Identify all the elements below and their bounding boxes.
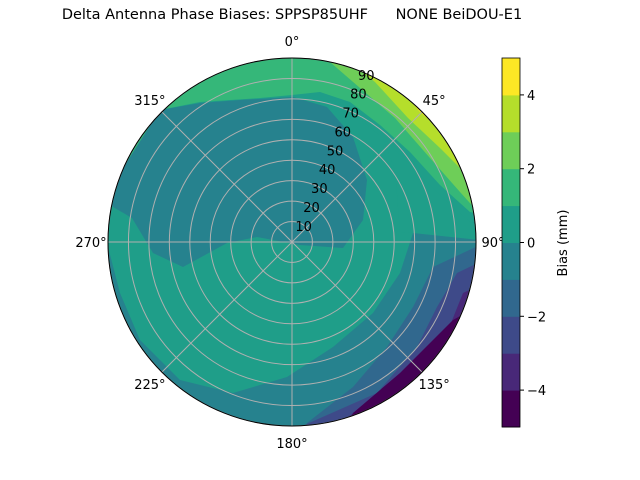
colorbar-label: Bias (mm) [556, 210, 571, 277]
angular-gridline [291, 241, 423, 373]
radial-tick-label: 90 [358, 69, 375, 84]
colorbar-bin [502, 58, 520, 96]
angular-tick-label: 225° [134, 378, 165, 393]
radial-tick-label: 70 [342, 107, 359, 122]
colorbar-tick-label: 4 [527, 89, 535, 104]
colorbar-tick-label: 2 [527, 163, 535, 178]
angular-gridline [161, 111, 293, 243]
angular-tick-label: 0° [285, 35, 300, 50]
polar-grid [107, 57, 477, 427]
colorbar-tick-label: 0 [527, 237, 535, 252]
chart-title: Delta Antenna Phase Biases: SPPSP85UHF N… [61, 7, 523, 23]
angular-gridline [161, 241, 293, 373]
colorbar-tick-label: −4 [527, 384, 546, 399]
colorbar-bin [502, 353, 520, 391]
angular-gridline [291, 111, 423, 243]
angular-tick-label: 180° [276, 437, 307, 452]
polar-frame [107, 57, 477, 427]
colorbar-bin [502, 390, 520, 428]
radial-tick-label: 50 [327, 144, 344, 159]
axis-labels: 10 20 30 40 50 60 70 80 90 0° 45° 90° 135° 180° 225° 27… [75, 35, 504, 452]
angular-tick-label: 90° [481, 236, 504, 251]
radial-tick-label: 80 [350, 88, 367, 103]
radial-tick-label: 30 [311, 182, 328, 197]
colorbar-bin [502, 316, 520, 354]
colorbar-bin [502, 168, 520, 207]
radial-tick-label: 10 [295, 220, 312, 235]
colorbar: −4 −2 0 2 4 Bias (mm) [501, 57, 571, 428]
colorbar-bin [502, 94, 520, 133]
colorbar-bin [502, 131, 520, 170]
colorbar-tick-label: −2 [527, 310, 546, 325]
angular-tick-label: 270° [75, 236, 106, 251]
radial-tick-label: 40 [319, 163, 336, 178]
colorbar-bin [502, 242, 520, 280]
radial-tick-label: 60 [335, 125, 352, 140]
colorbar-bin [502, 279, 520, 317]
angular-tick-label: 315° [134, 94, 165, 109]
colorbar-bin [502, 205, 520, 243]
angular-tick-label: 45° [423, 94, 446, 109]
radial-tick-label: 20 [303, 201, 320, 216]
angular-tick-label: 135° [418, 378, 449, 393]
